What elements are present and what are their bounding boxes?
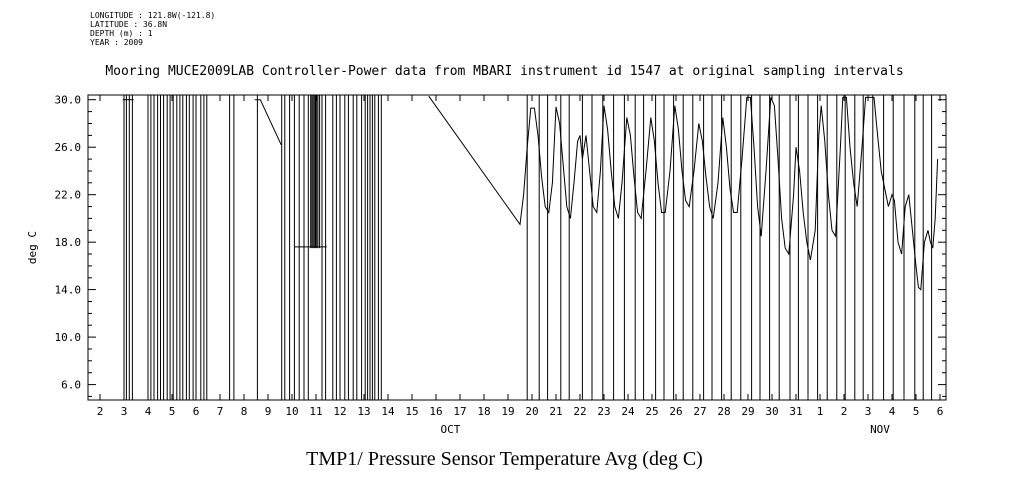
svg-text:29: 29 xyxy=(741,405,754,418)
svg-text:8: 8 xyxy=(241,405,248,418)
svg-text:18.0: 18.0 xyxy=(55,236,82,249)
svg-text:3: 3 xyxy=(865,405,872,418)
svg-text:9: 9 xyxy=(265,405,272,418)
svg-text:10: 10 xyxy=(285,405,298,418)
svg-text:24: 24 xyxy=(621,405,635,418)
svg-text:5: 5 xyxy=(169,405,176,418)
metadata-longitude: LONGITUDE : 121.8W(-121.8) xyxy=(90,11,216,20)
svg-text:25: 25 xyxy=(645,405,658,418)
svg-text:27: 27 xyxy=(693,405,706,418)
svg-text:28: 28 xyxy=(717,405,730,418)
svg-text:30: 30 xyxy=(765,405,778,418)
svg-text:deg C: deg C xyxy=(26,231,39,264)
svg-text:17: 17 xyxy=(453,405,466,418)
svg-text:6.0: 6.0 xyxy=(61,379,81,392)
svg-text:22: 22 xyxy=(573,405,586,418)
svg-text:5: 5 xyxy=(913,405,920,418)
svg-text:6: 6 xyxy=(937,405,944,418)
svg-text:19: 19 xyxy=(501,405,514,418)
metadata-year: YEAR : 2009 xyxy=(90,38,143,47)
svg-text:20: 20 xyxy=(525,405,538,418)
svg-text:21: 21 xyxy=(549,405,562,418)
svg-text:15: 15 xyxy=(405,405,418,418)
svg-text:22.0: 22.0 xyxy=(55,189,82,202)
svg-text:31: 31 xyxy=(789,405,802,418)
svg-text:26.0: 26.0 xyxy=(55,141,82,154)
svg-text:2: 2 xyxy=(841,405,848,418)
svg-text:11: 11 xyxy=(309,405,322,418)
svg-text:3: 3 xyxy=(121,405,128,418)
metadata-depth: DEPTH (m) : 1 xyxy=(90,29,153,38)
svg-text:4: 4 xyxy=(889,405,896,418)
svg-text:18: 18 xyxy=(477,405,490,418)
bottom-title: TMP1/ Pressure Sensor Temperature Avg (d… xyxy=(306,448,703,470)
svg-text:12: 12 xyxy=(333,405,346,418)
svg-text:10.0: 10.0 xyxy=(55,331,82,344)
metadata-block: LONGITUDE : 121.8W(-121.8) LATITUDE : 36… xyxy=(90,11,215,47)
svg-text:23: 23 xyxy=(597,405,610,418)
svg-text:30.0: 30.0 xyxy=(55,94,82,107)
svg-text:4: 4 xyxy=(145,405,152,418)
svg-text:6: 6 xyxy=(193,405,200,418)
svg-text:26: 26 xyxy=(669,405,682,418)
svg-text:2: 2 xyxy=(97,405,104,418)
svg-text:7: 7 xyxy=(217,405,224,418)
metadata-latitude: LATITUDE : 36.8N xyxy=(90,20,168,29)
svg-text:14.0: 14.0 xyxy=(55,284,82,297)
svg-text:1: 1 xyxy=(817,405,824,418)
svg-text:13: 13 xyxy=(357,405,370,418)
svg-text:14: 14 xyxy=(381,405,395,418)
svg-text:NOV: NOV xyxy=(870,423,890,436)
plot-title: Mooring MUCE2009LAB Controller-Power dat… xyxy=(105,64,904,79)
svg-text:OCT: OCT xyxy=(440,423,460,436)
svg-text:16: 16 xyxy=(429,405,442,418)
